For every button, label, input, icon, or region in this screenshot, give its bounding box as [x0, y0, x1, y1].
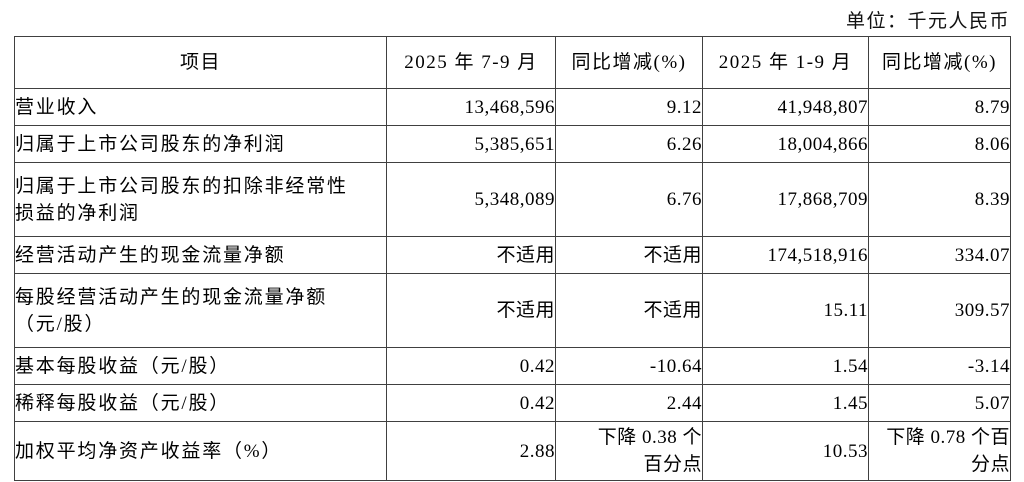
- ytd-value-cell: 18,004,866: [702, 125, 869, 163]
- column-header-ytd-period: 2025 年 1-9 月: [702, 36, 869, 89]
- ytd-value-cell: 15.11: [702, 273, 869, 348]
- ytd-value-cell: 174,518,916: [702, 236, 869, 274]
- q3-value-cell: 不适用: [386, 236, 556, 274]
- table-row: 基本每股收益（元/股） 0.42 -10.64 1.54 -3.14: [14, 347, 1011, 385]
- column-header-ytd-yoy: 同比增减(%): [868, 36, 1011, 89]
- ytd-yoy-cell: -3.14: [868, 347, 1011, 385]
- table-row: 加权平均净资产收益率（%） 2.88 下降 0.38 个 百分点 10.53 下…: [14, 421, 1011, 481]
- item-cell: 经营活动产生的现金流量净额: [14, 236, 387, 274]
- item-cell: 每股经营活动产生的现金流量净额 （元/股）: [14, 273, 387, 348]
- financial-summary-table: 项目 2025 年 7-9 月 同比增减(%) 2025 年 1-9 月 同比增…: [14, 36, 1011, 481]
- q3-value-cell: 5,348,089: [386, 162, 556, 237]
- unit-label: 单位：千元人民币: [845, 11, 1010, 32]
- ytd-yoy-cell: 下降 0.78 个百 分点: [868, 421, 1011, 481]
- q3-value-cell: 0.42: [386, 347, 556, 385]
- item-cell: 归属于上市公司股东的净利润: [14, 125, 387, 163]
- table-row: 归属于上市公司股东的净利润 5,385,651 6.26 18,004,866 …: [14, 125, 1011, 163]
- q3-yoy-cell: 6.26: [555, 125, 703, 163]
- ytd-yoy-cell: 309.57: [868, 273, 1011, 348]
- q3-value-cell: 2.88: [386, 421, 556, 481]
- ytd-value-cell: 17,868,709: [702, 162, 869, 237]
- q3-value-cell: 5,385,651: [386, 125, 556, 163]
- column-header-item: 项目: [14, 36, 387, 89]
- table-row: 经营活动产生的现金流量净额 不适用 不适用 174,518,916 334.07: [14, 236, 1011, 274]
- q3-yoy-cell: 不适用: [555, 273, 703, 348]
- table-row: 稀释每股收益（元/股） 0.42 2.44 1.45 5.07: [14, 384, 1011, 422]
- ytd-value-cell: 41,948,807: [702, 88, 869, 126]
- column-header-q3-period: 2025 年 7-9 月: [386, 36, 556, 89]
- item-cell: 归属于上市公司股东的扣除非经常性 损益的净利润: [14, 162, 387, 237]
- q3-yoy-cell: -10.64: [555, 347, 703, 385]
- column-header-q3-yoy: 同比增减(%): [555, 36, 703, 89]
- table-row: 归属于上市公司股东的扣除非经常性 损益的净利润 5,348,089 6.76 1…: [14, 162, 1011, 237]
- ytd-yoy-cell: 8.79: [868, 88, 1011, 126]
- q3-yoy-cell: 下降 0.38 个 百分点: [555, 421, 703, 481]
- ytd-value-cell: 1.45: [702, 384, 869, 422]
- ytd-value-cell: 1.54: [702, 347, 869, 385]
- q3-yoy-cell: 9.12: [555, 88, 703, 126]
- q3-value-cell: 不适用: [386, 273, 556, 348]
- item-cell: 加权平均净资产收益率（%）: [14, 421, 387, 481]
- ytd-yoy-cell: 5.07: [868, 384, 1011, 422]
- item-cell: 稀释每股收益（元/股）: [14, 384, 387, 422]
- ytd-yoy-cell: 334.07: [868, 236, 1011, 274]
- q3-yoy-cell: 6.76: [555, 162, 703, 237]
- ytd-value-cell: 10.53: [702, 421, 869, 481]
- table-row: 营业收入 13,468,596 9.12 41,948,807 8.79: [14, 88, 1011, 126]
- header-row: 项目 2025 年 7-9 月 同比增减(%) 2025 年 1-9 月 同比增…: [14, 36, 1011, 89]
- ytd-yoy-cell: 8.39: [868, 162, 1011, 237]
- q3-yoy-cell: 不适用: [555, 236, 703, 274]
- item-cell: 基本每股收益（元/股）: [14, 347, 387, 385]
- table-row: 每股经营活动产生的现金流量净额 （元/股） 不适用 不适用 15.11 309.…: [14, 273, 1011, 348]
- q3-yoy-cell: 2.44: [555, 384, 703, 422]
- q3-value-cell: 0.42: [386, 384, 556, 422]
- q3-value-cell: 13,468,596: [386, 88, 556, 126]
- ytd-yoy-cell: 8.06: [868, 125, 1011, 163]
- item-cell: 营业收入: [14, 88, 387, 126]
